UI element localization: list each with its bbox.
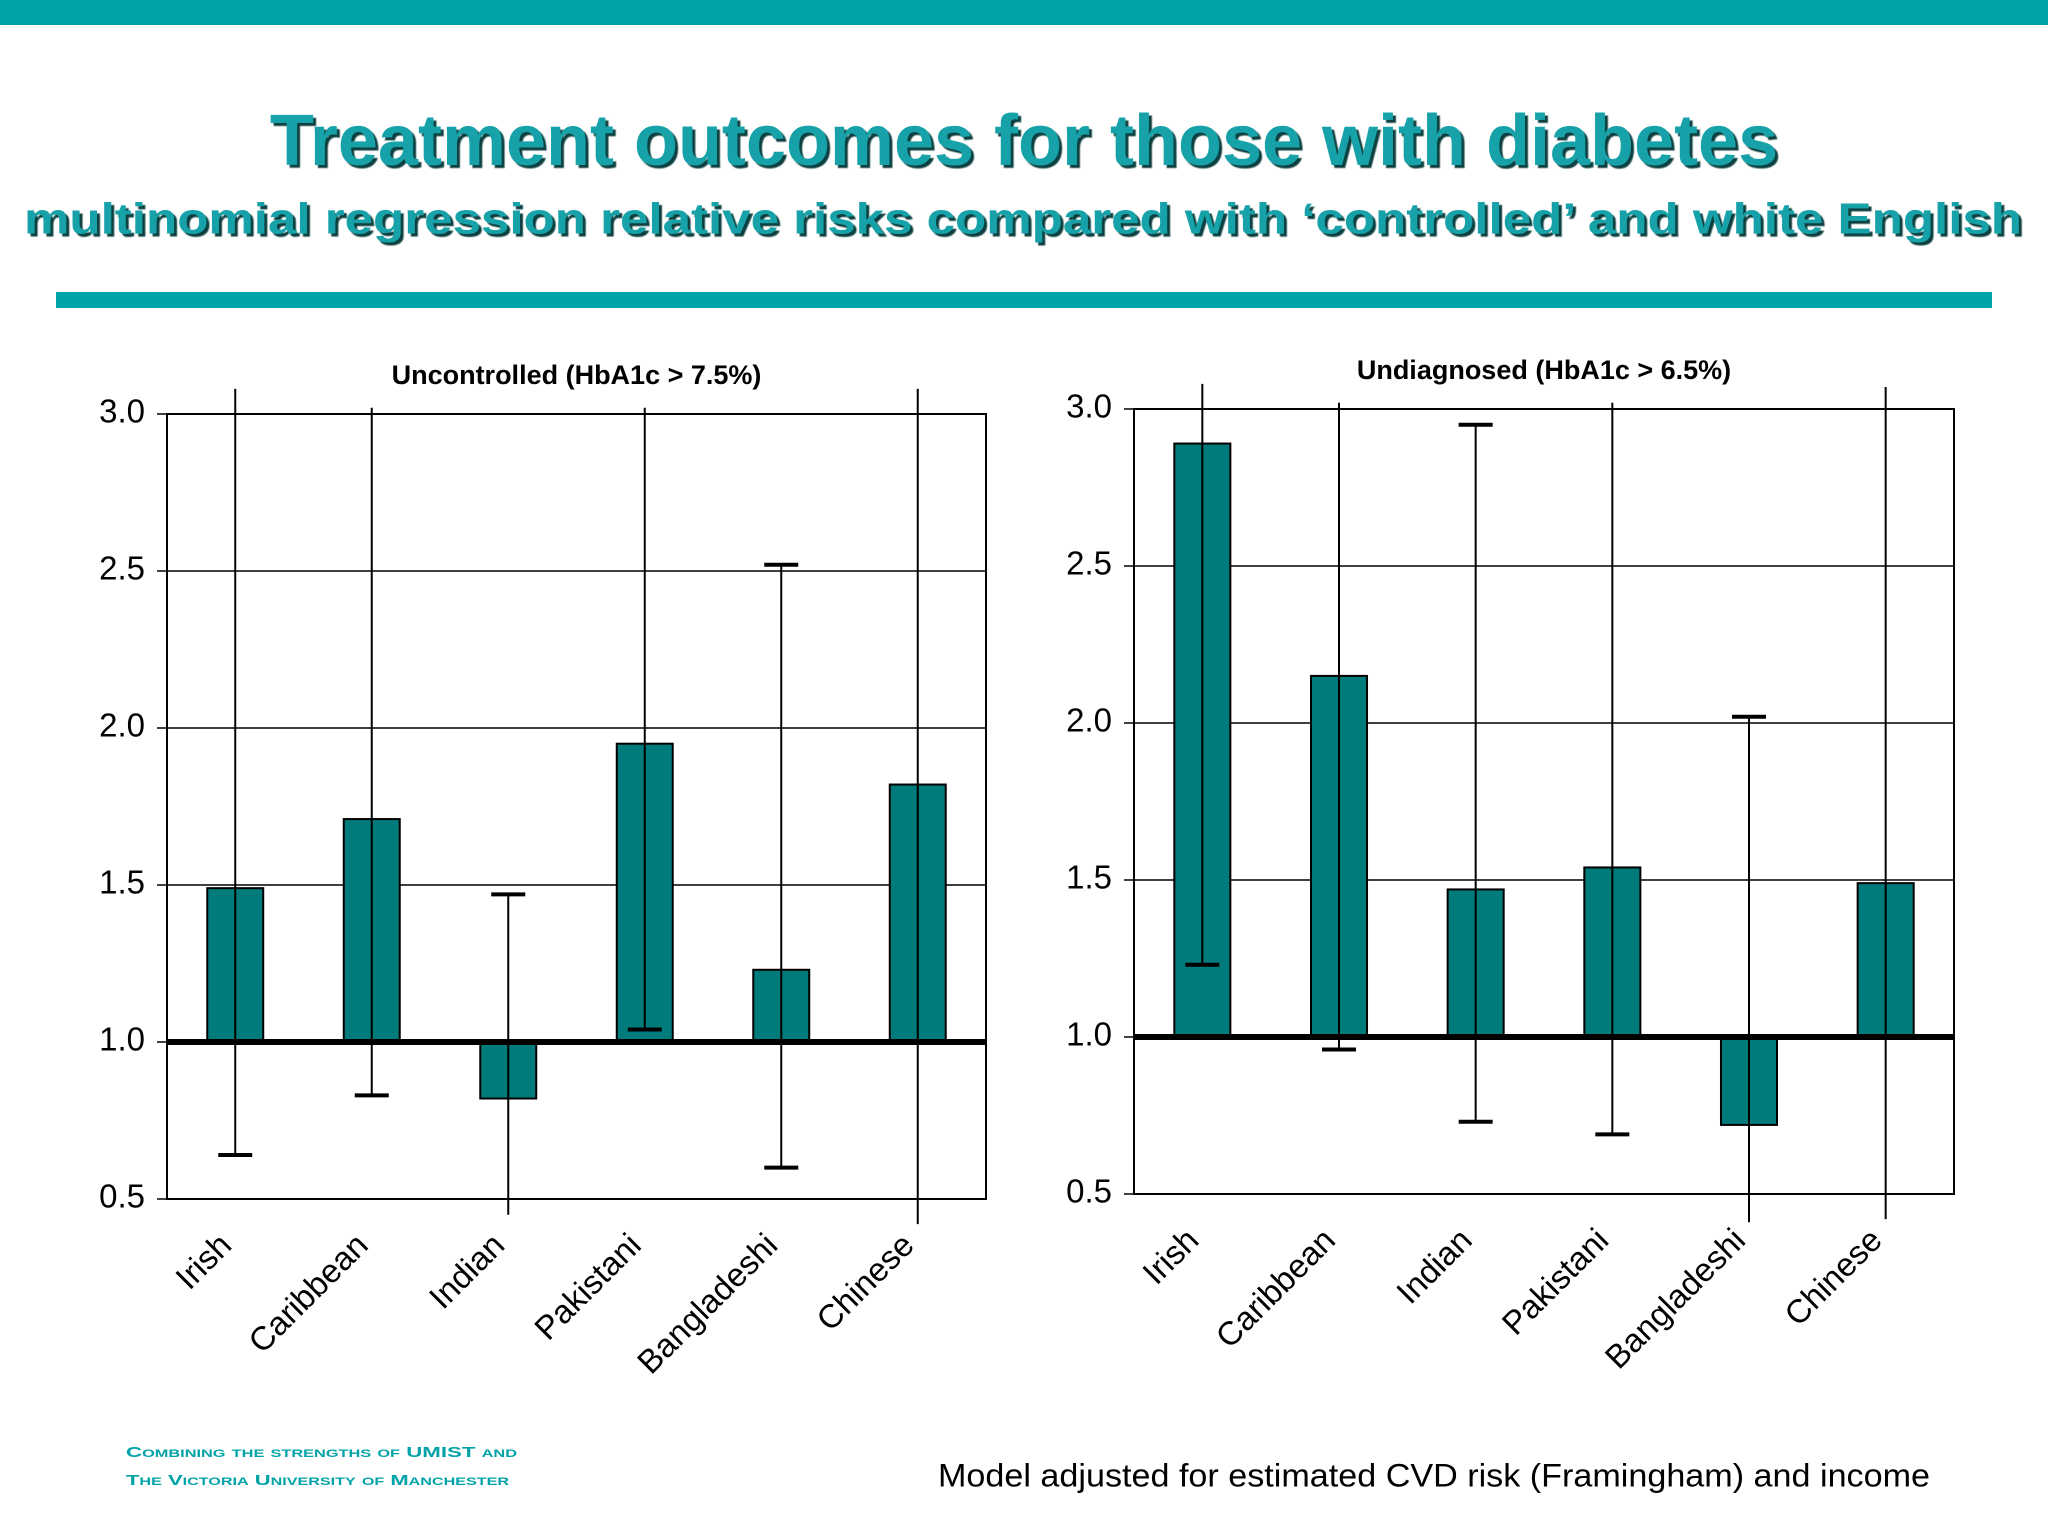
x-tick-label: Pakistani xyxy=(527,1226,648,1347)
x-tick-label: Indian xyxy=(1389,1221,1479,1311)
x-tick-label: Irish xyxy=(168,1226,238,1296)
y-tick-label: 0.5 xyxy=(1066,1173,1112,1210)
x-tick-label: Caribbean xyxy=(1208,1221,1342,1355)
y-tick-label: 1.0 xyxy=(99,1021,145,1058)
y-tick-label: 3.0 xyxy=(1066,388,1112,425)
y-tick-label: 1.0 xyxy=(1066,1016,1112,1053)
y-tick-label: 1.5 xyxy=(99,864,145,901)
x-tick-label: Caribbean xyxy=(241,1226,375,1360)
y-tick-label: 0.5 xyxy=(99,1178,145,1215)
logo-line: The Victoria University of Manchester xyxy=(126,1472,509,1489)
y-tick-label: 1.5 xyxy=(1066,859,1112,896)
divider xyxy=(56,292,1992,308)
plot-frame xyxy=(166,413,987,1200)
top-band xyxy=(0,0,2048,25)
slide-subtitle: multinomial regression relative risks co… xyxy=(24,195,2022,244)
y-tick-label: 2.5 xyxy=(99,550,145,587)
chart-title: Undiagnosed (HbA1c > 6.5%) xyxy=(1357,355,1731,385)
x-tick-label: Bangladeshi xyxy=(630,1226,785,1381)
x-tick-label: Chinese xyxy=(1777,1221,1889,1333)
x-tick-label: Pakistani xyxy=(1495,1221,1616,1342)
y-tick-label: 3.0 xyxy=(99,393,145,430)
x-tick-label: Irish xyxy=(1135,1221,1205,1291)
logo-line: Combining the strengths of UMIST and xyxy=(126,1444,517,1461)
y-tick-label: 2.0 xyxy=(99,707,145,744)
x-tick-label: Bangladeshi xyxy=(1598,1221,1753,1376)
chart-title: Uncontrolled (HbA1c > 7.5%) xyxy=(392,360,762,390)
x-tick-label: Chinese xyxy=(809,1226,921,1338)
y-tick-label: 2.5 xyxy=(1066,545,1112,582)
plot-frame xyxy=(1133,408,1955,1195)
slide-title: Treatment outcomes for those with diabet… xyxy=(270,101,1778,181)
y-tick-label: 2.0 xyxy=(1066,702,1112,739)
footnote: Model adjusted for estimated CVD risk (F… xyxy=(938,1457,1930,1493)
x-tick-label: Indian xyxy=(422,1226,512,1316)
